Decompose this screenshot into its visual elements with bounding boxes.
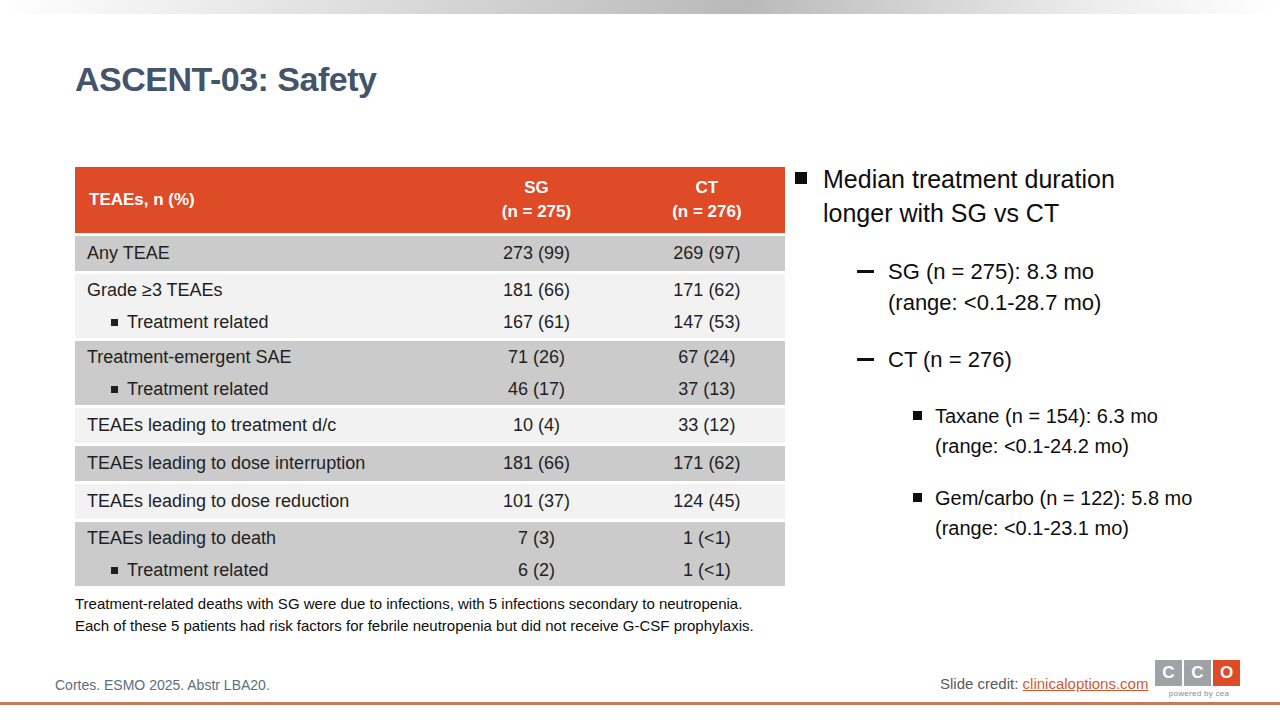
row-sublabel: Treatment related — [127, 560, 268, 581]
slide-credit: Slide credit: clinicaloptions.com — [940, 675, 1148, 692]
bullet-item-gem-carbo: Gem/carbo (n = 122): 5.8 mo (range: <0.1… — [913, 483, 1263, 543]
sg-value: 181 (66) — [444, 453, 629, 474]
bottom-accent-line — [0, 702, 1280, 705]
page-title: ASCENT-03: Safety — [75, 60, 376, 99]
cco-logo: C C O powered by cea — [1155, 660, 1243, 698]
table-row: TEAEs leading to death 7 (3) 1 (<1) Trea… — [75, 522, 785, 586]
bullet-square-icon — [111, 386, 118, 393]
bullet-text: Gem/carbo (n = 122): 5.8 mo (range: <0.1… — [935, 483, 1192, 543]
bullet-square-icon — [913, 493, 922, 502]
logo-letter-o: O — [1213, 660, 1240, 686]
bullet-text: SG (n = 275): 8.3 mo (range: <0.1-28.7 m… — [888, 256, 1101, 318]
ct-value: 171 (62) — [629, 280, 785, 301]
top-gradient-bar — [0, 0, 1280, 14]
ct-value: 269 (97) — [629, 243, 785, 264]
bullet-square-icon — [913, 411, 922, 420]
bullet-item-median-duration: Median treatment duration longer with SG… — [795, 162, 1263, 230]
ct-value: 37 (13) — [629, 379, 785, 400]
bullet-dash-icon — [857, 270, 874, 273]
row-label: TEAEs leading to death — [75, 528, 444, 549]
bullet-square-icon — [111, 319, 118, 326]
logo-letter-c1: C — [1155, 660, 1182, 686]
sg-value: 6 (2) — [444, 560, 629, 581]
column-header-teaes: TEAEs, n (%) — [75, 190, 444, 210]
sg-value: 101 (37) — [444, 491, 629, 512]
row-sublabel: Treatment related — [127, 379, 268, 400]
bullet-item-ct: CT (n = 276) — [857, 344, 1263, 375]
sg-value: 46 (17) — [444, 379, 629, 400]
sg-value: 71 (26) — [444, 347, 629, 368]
table-footnote: Treatment-related deaths with SG were du… — [75, 593, 765, 637]
bullet-square-icon — [795, 172, 807, 184]
bullet-text: Taxane (n = 154): 6.3 mo (range: <0.1-24… — [935, 401, 1158, 461]
ct-value: 1 (<1) — [629, 528, 785, 549]
logo-tagline: powered by cea — [1155, 689, 1243, 698]
table-row: TEAEs leading to dose reduction 101 (37)… — [75, 484, 785, 519]
sg-value: 167 (61) — [444, 312, 629, 333]
table-row: Treatment-emergent SAE 71 (26) 67 (24) T… — [75, 341, 785, 405]
table-row: TEAEs leading to dose interruption 181 (… — [75, 446, 785, 481]
logo-letter-c2: C — [1184, 660, 1211, 686]
column-header-sg: SG (n = 275) — [444, 176, 629, 224]
sg-value: 10 (4) — [444, 415, 629, 436]
ct-value: 147 (53) — [629, 312, 785, 333]
slide-credit-label: Slide credit: — [940, 675, 1023, 692]
clinicaloptions-link[interactable]: clinicaloptions.com — [1023, 675, 1149, 692]
bullet-text: CT (n = 276) — [888, 344, 1012, 375]
ct-value: 33 (12) — [629, 415, 785, 436]
table-header-row: TEAEs, n (%) SG (n = 275) CT (n = 276) — [75, 167, 785, 233]
sg-value: 181 (66) — [444, 280, 629, 301]
table-row: Grade ≥3 TEAEs 181 (66) 171 (62) Treatme… — [75, 274, 785, 338]
ct-value: 67 (24) — [629, 347, 785, 368]
row-label: TEAEs leading to treatment d/c — [75, 415, 444, 436]
row-label: Grade ≥3 TEAEs — [75, 280, 444, 301]
row-label: TEAEs leading to dose reduction — [75, 491, 444, 512]
ct-value: 171 (62) — [629, 453, 785, 474]
ct-value: 1 (<1) — [629, 560, 785, 581]
bullet-text: Median treatment duration longer with SG… — [823, 162, 1115, 230]
column-header-ct: CT (n = 276) — [629, 176, 785, 224]
sg-value: 7 (3) — [444, 528, 629, 549]
row-label: Any TEAE — [75, 243, 444, 264]
citation: Cortes. ESMO 2025. Abstr LBA20. — [55, 677, 270, 693]
key-points-panel: Median treatment duration longer with SG… — [795, 162, 1263, 565]
bullet-item-sg: SG (n = 275): 8.3 mo (range: <0.1-28.7 m… — [857, 256, 1263, 318]
table-row: TEAEs leading to treatment d/c 10 (4) 33… — [75, 408, 785, 443]
row-label: TEAEs leading to dose interruption — [75, 453, 444, 474]
bullet-square-icon — [111, 567, 118, 574]
teae-table: TEAEs, n (%) SG (n = 275) CT (n = 276) A… — [75, 167, 785, 586]
bullet-dash-icon — [857, 358, 874, 361]
sg-value: 273 (99) — [444, 243, 629, 264]
bullet-item-taxane: Taxane (n = 154): 6.3 mo (range: <0.1-24… — [913, 401, 1263, 461]
row-sublabel: Treatment related — [127, 312, 268, 333]
row-label: Treatment-emergent SAE — [75, 347, 444, 368]
table-row: Any TEAE 273 (99) 269 (97) — [75, 236, 785, 271]
ct-value: 124 (45) — [629, 491, 785, 512]
